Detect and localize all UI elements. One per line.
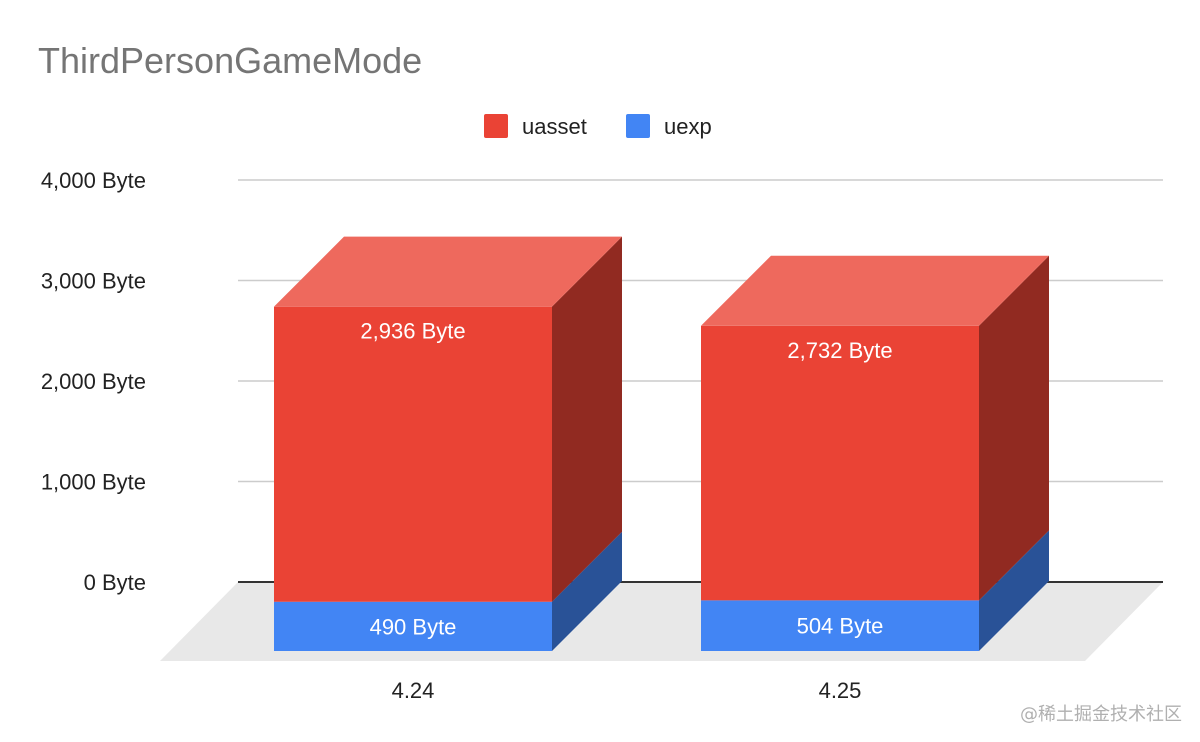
y-tick-label: 2,000 Byte — [41, 369, 146, 394]
bar-front-uexp — [274, 601, 552, 651]
bar-segment-uasset — [701, 255, 1049, 601]
legend-label: uexp — [664, 114, 712, 139]
legend-item-uasset: uasset — [484, 114, 587, 139]
data-label: 2,936 Byte — [360, 319, 465, 344]
bar-side-uasset — [979, 255, 1049, 601]
bar-front-uexp — [701, 600, 979, 651]
x-category-label: 4.25 — [819, 678, 862, 703]
data-label: 504 Byte — [797, 614, 884, 639]
chart-title: ThirdPersonGameMode — [38, 40, 423, 81]
y-tick-label: 1,000 Byte — [41, 470, 146, 495]
data-label: 490 Byte — [370, 614, 457, 639]
bar-front-uasset — [274, 306, 552, 602]
x-category-label: 4.24 — [392, 678, 435, 703]
y-tick-label: 4,000 Byte — [41, 168, 146, 193]
legend-swatch — [484, 114, 508, 138]
bar-top-uasset — [701, 255, 1049, 326]
bar-side-uasset — [552, 236, 622, 602]
bar-segment-uexp — [274, 531, 622, 651]
legend-label: uasset — [522, 114, 587, 139]
legend-swatch — [626, 114, 650, 138]
bar-segment-uasset — [274, 236, 622, 602]
bar-top-uasset — [274, 236, 622, 307]
bar-side-uexp — [979, 530, 1049, 651]
bar-segment-uexp — [701, 530, 1049, 651]
watermark: @稀土掘金技术社区 — [1020, 704, 1182, 725]
y-tick-label: 3,000 Byte — [41, 269, 146, 294]
y-tick-label: 0 Byte — [84, 570, 146, 595]
data-label: 2,732 Byte — [787, 338, 892, 363]
bar-front-uasset — [701, 325, 979, 601]
bar-side-uexp — [552, 531, 622, 651]
legend-item-uexp: uexp — [626, 114, 712, 139]
